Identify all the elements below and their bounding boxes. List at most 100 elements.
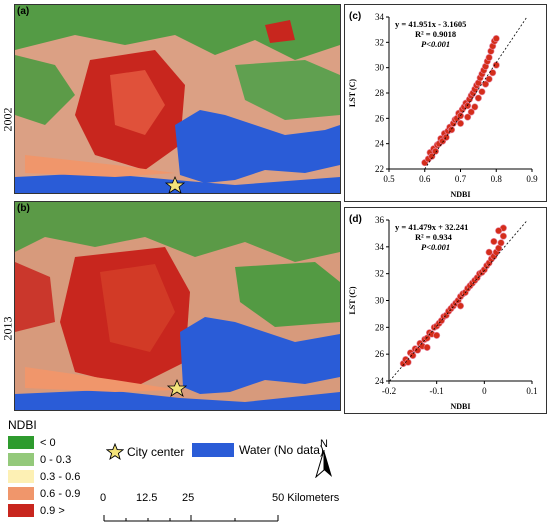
y-tick-label: 26 xyxy=(375,349,385,359)
map-a-year: 2002 xyxy=(0,107,15,132)
x-tick-label: -0.1 xyxy=(430,386,444,396)
p-value-label: P<0.001 xyxy=(421,39,450,49)
legend-item: 0.3 - 0.6 xyxy=(8,468,118,485)
scale-bar: 0 12.5 25 50 Kilometers xyxy=(100,492,340,528)
x-tick-label: 0.8 xyxy=(491,174,503,184)
legend-item-label: 0 - 0.3 xyxy=(40,453,72,466)
data-point xyxy=(428,152,436,160)
data-point xyxy=(485,75,493,83)
city-center-star xyxy=(166,378,188,397)
legend-item: < 0 xyxy=(8,434,118,451)
p-value-label: P<0.001 xyxy=(421,242,450,252)
data-point xyxy=(485,54,493,62)
trend-line xyxy=(424,16,528,170)
data-point xyxy=(490,237,498,245)
y-axis-label: LST (C) xyxy=(348,79,357,107)
data-point xyxy=(485,248,493,256)
regression-equation: y = 41.951x - 3.1605 xyxy=(395,19,466,29)
legend-swatch xyxy=(8,470,34,483)
map-b-year: 2013 xyxy=(0,316,15,341)
data-point xyxy=(478,88,486,96)
y-tick-label: 34 xyxy=(375,242,385,252)
scatter-chart-c: (c) 0.5 0.6 0.7 0.8 0.9 22 24 26 28 30 32 34 NDBI LST … xyxy=(344,4,547,202)
x-tick-label: 0.7 xyxy=(455,174,467,184)
x-tick-label: 0.1 xyxy=(526,386,537,396)
y-tick-label: 30 xyxy=(375,63,385,73)
legend-swatch xyxy=(8,504,34,517)
city-center-key: City center xyxy=(106,443,184,461)
star-icon xyxy=(106,443,124,461)
y-tick-label: 28 xyxy=(375,88,385,98)
map-a-label: (a) xyxy=(17,6,30,17)
r-squared-label: R² = 0.934 xyxy=(415,232,453,242)
legend-item: 0.6 - 0.9 xyxy=(8,485,118,502)
scatter-d-svg: (d) -0.2 -0.1 0 0.1 24 26 28 30 32 34 36 NDBI LST (C)… xyxy=(348,214,538,411)
y-tick-label: 22 xyxy=(375,164,384,174)
data-point xyxy=(442,133,450,141)
map-2013: (b) xyxy=(14,201,341,411)
data-point xyxy=(464,113,472,121)
data-point xyxy=(474,94,482,102)
data-point xyxy=(495,227,503,235)
y-tick-label: 24 xyxy=(375,376,385,386)
regression-equation: y = 41.479x + 32.241 xyxy=(395,222,468,232)
y-tick-label: 28 xyxy=(375,322,385,332)
scatter-chart-d: (d) -0.2 -0.1 0 0.1 24 26 28 30 32 34 36 NDBI LST (C)… xyxy=(344,207,547,414)
data-point xyxy=(467,108,475,116)
north-arrow: N xyxy=(314,438,334,483)
data-point xyxy=(457,119,465,127)
y-tick-label: 36 xyxy=(375,215,385,225)
legend-swatch xyxy=(8,453,34,466)
scatter-c-svg: (c) 0.5 0.6 0.7 0.8 0.9 22 24 26 28 30 32 34 NDBI LST … xyxy=(348,11,538,199)
data-point xyxy=(423,343,431,351)
water-swatch xyxy=(192,443,234,457)
city-center-star xyxy=(164,175,186,193)
data-point xyxy=(471,103,479,111)
x-tick-label: 0.9 xyxy=(526,174,538,184)
legend-item-label: 0.6 - 0.9 xyxy=(40,487,81,500)
legend-item-label: 0.3 - 0.6 xyxy=(40,470,81,483)
scale-tick-label: 0 xyxy=(100,492,107,504)
x-axis-label: NDBI xyxy=(450,190,470,199)
data-point xyxy=(409,352,417,360)
x-tick-label: 0.5 xyxy=(383,174,395,184)
chart-panel-label: (c) xyxy=(349,11,361,22)
data-point xyxy=(499,232,507,240)
north-label: N xyxy=(320,438,328,450)
x-axis-label: NDBI xyxy=(450,402,470,411)
legend-swatch xyxy=(8,436,34,449)
legend-item: 0 - 0.3 xyxy=(8,451,118,468)
data-point xyxy=(414,346,422,354)
data-point xyxy=(497,239,505,247)
water-label: Water (No data) xyxy=(239,443,324,457)
legend-title: NDBI xyxy=(8,418,37,432)
map-b-label: (b) xyxy=(17,203,30,214)
water-key: Water (No data) xyxy=(192,443,324,457)
y-axis-label: LST (C) xyxy=(348,286,357,314)
scale-tick-label: 25 xyxy=(182,492,195,504)
trend-line xyxy=(389,219,528,382)
data-point xyxy=(492,35,500,43)
ndbi-legend: NDBI < 0 0 - 0.3 0.3 - 0.6 0.6 - 0.9 0.9… xyxy=(8,418,118,519)
r-squared-label: R² = 0.9018 xyxy=(415,29,456,39)
data-point xyxy=(433,331,441,339)
y-tick-label: 34 xyxy=(375,12,385,22)
north-arrow-icon xyxy=(315,449,332,479)
y-tick-label: 32 xyxy=(375,269,384,279)
scale-tick-label: 50 Kilometers xyxy=(272,492,340,504)
data-point xyxy=(457,302,465,310)
x-tick-label: 0 xyxy=(482,386,487,396)
map-2002: (a) xyxy=(14,4,341,194)
scale-tick-label: 12.5 xyxy=(136,492,158,504)
legend-item: 0.9 > xyxy=(8,502,118,519)
y-tick-label: 30 xyxy=(375,296,385,306)
city-center-label: City center xyxy=(127,445,185,459)
y-tick-label: 24 xyxy=(375,139,385,149)
data-point xyxy=(482,80,490,88)
legend-item-label: < 0 xyxy=(40,436,56,449)
x-tick-label: 0.6 xyxy=(419,174,431,184)
data-point xyxy=(431,147,439,155)
map-2002-graphic xyxy=(15,5,340,193)
data-point xyxy=(492,61,500,69)
map-2013-graphic xyxy=(15,202,340,410)
